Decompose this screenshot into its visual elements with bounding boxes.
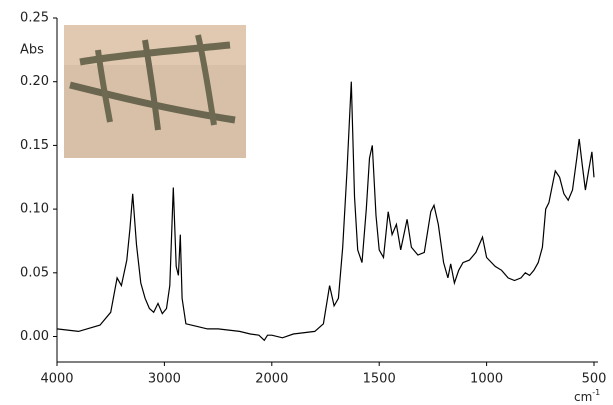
x-axis-label-superscript: -1: [592, 388, 600, 397]
x-tick-label: 1000: [470, 372, 503, 387]
y-tick-label: 0.20: [20, 74, 49, 89]
x-tick-label: 4000: [40, 372, 73, 387]
y-tick-label: 0.25: [20, 11, 49, 26]
x-tick-label: 2000: [255, 372, 288, 387]
x-tick-label: 1500: [363, 372, 396, 387]
x-axis-label-text: cm: [574, 390, 592, 404]
y-axis-label: Abs: [20, 43, 44, 58]
y-tick-label: 0.15: [20, 138, 49, 153]
x-tick-label: 3000: [148, 372, 181, 387]
y-tick-label: 0.10: [20, 202, 49, 217]
spectrum-line: [56, 81, 595, 342]
inset-photo: [64, 25, 246, 158]
y-tick-label: 0.05: [20, 265, 49, 280]
x-tick-label: 500: [582, 372, 607, 387]
x-axis-label: cm-1: [574, 388, 600, 404]
y-tick-label: 0.00: [20, 329, 49, 344]
